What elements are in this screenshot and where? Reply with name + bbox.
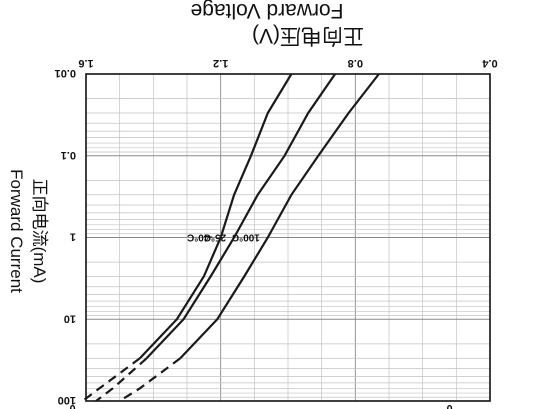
series-label: 100°C xyxy=(232,232,260,243)
chart-title: Forward Voltage xyxy=(191,0,344,22)
x-tick-label: 1.2 xyxy=(213,57,228,69)
series-label: 25°C xyxy=(204,232,226,243)
series-line-dashed xyxy=(119,357,181,402)
edge-label: 0 xyxy=(447,402,453,409)
x-tick-label: 1.6 xyxy=(78,57,93,69)
x-tick-label: 0.8 xyxy=(348,57,363,69)
chart-subtitle: 正向电压(V) xyxy=(252,24,364,47)
y-tick-label: 1 xyxy=(70,231,76,243)
series-line xyxy=(145,73,337,360)
y-tick-label: 100 xyxy=(58,394,76,406)
series-label: -40°C xyxy=(187,232,213,243)
series-line xyxy=(139,73,293,360)
label-layer: Forward Voltage 正向电压(V) Forward Current … xyxy=(7,0,364,293)
tick-layer: 0.4 0.8 1.2 1.6 100 10 1 0.1 0.01 0 0 xyxy=(55,57,498,409)
curve-layer: 100°C 25°C-40°C xyxy=(81,73,380,402)
y-tick-label: 0.1 xyxy=(61,149,76,161)
y-tick-label: 0.01 xyxy=(55,67,76,79)
y-tick-label: 10 xyxy=(64,312,76,324)
y-axis-label: Forward Current xyxy=(7,169,26,293)
plot-frame xyxy=(85,73,491,402)
x-tick-label: 0.4 xyxy=(481,57,497,69)
edge-label: 0 xyxy=(69,402,75,409)
series-line-dashed xyxy=(95,357,148,402)
y-axis-label-cn: 正向电流(mA) xyxy=(30,179,49,284)
series-line-dashed xyxy=(81,357,141,402)
series-line xyxy=(179,73,380,360)
